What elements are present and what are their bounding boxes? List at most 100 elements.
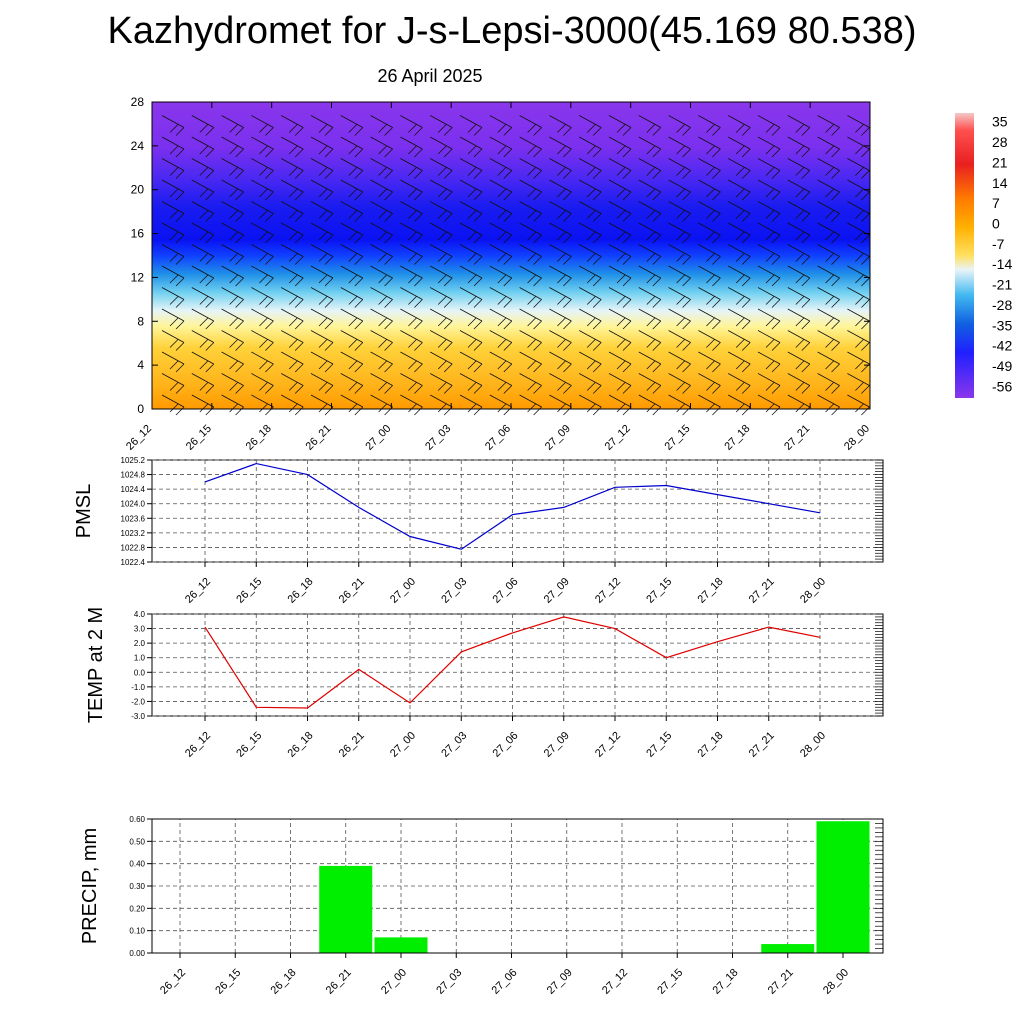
wind-barb — [191, 265, 215, 287]
wind-barb — [519, 308, 542, 330]
wind-barb — [638, 222, 662, 244]
wind-barb — [370, 373, 393, 394]
wind-barb — [608, 351, 632, 373]
wind-barb — [638, 287, 662, 308]
x-tick-label: 26_18 — [286, 576, 316, 606]
x-tick-label: 26_15 — [213, 967, 243, 997]
wind-barb — [340, 394, 364, 416]
wind-barb — [519, 244, 542, 265]
wind-barb — [430, 222, 453, 244]
x-tick-label: 26_15 — [234, 730, 264, 760]
wind-barb — [519, 330, 542, 351]
wind-barb — [757, 351, 781, 373]
x-tick-label: 27_12 — [593, 730, 623, 760]
wind-barb — [817, 201, 840, 222]
wind-barb — [847, 222, 870, 244]
wind-barb — [638, 308, 662, 330]
wind-barb — [191, 330, 215, 351]
pmsl-axis-label: PMSL — [73, 484, 95, 538]
wind-barb — [161, 265, 185, 287]
wind-barb — [489, 179, 513, 201]
wind-barb — [638, 158, 662, 179]
wind-barb — [221, 330, 244, 351]
colorbar-label: -56 — [992, 378, 1012, 394]
wind-barb — [400, 308, 423, 330]
temperature-cross-section-panel: 0 4 8 12 16 20 24 28 26_12 26_15 26_18 26_21 27_00 2… — [124, 95, 872, 453]
wind-barb — [281, 394, 304, 416]
wind-barb — [430, 136, 453, 158]
colorbar-label: -42 — [992, 338, 1012, 354]
wind-barb — [459, 351, 483, 373]
wind-barb — [579, 244, 602, 265]
wind-barb — [459, 287, 483, 308]
wind-barb — [579, 222, 602, 244]
wind-barb — [549, 308, 572, 330]
y-tick-label: 2.0 — [134, 639, 146, 648]
wind-barb — [400, 330, 423, 351]
wind-barb — [698, 287, 721, 308]
wind-barb — [519, 351, 542, 373]
y-tick-label: 20 — [131, 183, 145, 197]
y-tick-label: -3.0 — [131, 712, 145, 721]
wind-barb — [787, 287, 811, 308]
wind-barb — [281, 222, 304, 244]
wind-barb — [847, 201, 870, 222]
wind-barb — [489, 244, 513, 265]
wind-barb — [310, 244, 334, 265]
pmsl-panel: 1022.4 1022.8 1023.2 1023.6 1024.0 1024.4 1024… — [73, 456, 884, 606]
temp-axis-label: TEMP at 2 M — [85, 607, 107, 723]
wind-barb — [668, 201, 691, 222]
wind-barb — [281, 330, 304, 351]
y-tick-label: -1.0 — [131, 683, 145, 692]
x-tick-label: 28_00 — [798, 576, 828, 606]
wind-barb — [787, 351, 811, 373]
wind-barb — [579, 394, 602, 416]
wind-barb — [638, 373, 662, 394]
wind-barb — [221, 222, 244, 244]
y-tick-label: 0.50 — [129, 837, 145, 846]
x-tick-label: 27_06 — [483, 423, 513, 453]
x-tick-label: 27_18 — [696, 730, 726, 760]
x-tick-label: 27_21 — [766, 967, 796, 997]
y-tick-label: 0 — [137, 402, 144, 416]
wind-barb — [519, 201, 542, 222]
x-tick-label: 27_21 — [747, 730, 777, 760]
wind-barb — [281, 265, 304, 287]
wind-barb — [430, 351, 453, 373]
wind-barb — [787, 373, 811, 394]
wind-barb — [161, 158, 185, 179]
wind-barb — [668, 287, 691, 308]
wind-barb — [400, 373, 423, 394]
wind-barb — [221, 179, 244, 201]
wind-barb — [251, 115, 274, 136]
wind-barb — [251, 308, 274, 330]
wind-barb — [698, 351, 721, 373]
wind-barb — [579, 179, 602, 201]
wind-barb — [340, 222, 364, 244]
wind-barb — [161, 394, 185, 416]
wind-barb — [221, 287, 244, 308]
wind-barb — [370, 330, 393, 351]
wind-barb — [608, 308, 632, 330]
wind-barb — [579, 136, 602, 158]
temp-frame — [151, 613, 884, 717]
wind-barb — [579, 308, 602, 330]
colorbar-label: -49 — [992, 358, 1012, 374]
wind-barb — [310, 351, 334, 373]
wind-barb — [668, 351, 691, 373]
wind-barb — [370, 287, 393, 308]
wind-barb — [400, 244, 423, 265]
wind-barb — [847, 244, 870, 265]
wind-barb — [698, 330, 721, 351]
colorbar-label: 14 — [992, 175, 1008, 191]
wind-barb — [579, 115, 602, 136]
wind-barb — [638, 244, 662, 265]
wind-barb — [489, 201, 513, 222]
wind-barb — [698, 136, 721, 158]
x-tick-label: 27_15 — [644, 730, 674, 760]
wind-barb — [400, 136, 423, 158]
wind-barb — [787, 308, 811, 330]
x-tick-label: 26_18 — [286, 730, 316, 760]
wind-barb — [549, 351, 572, 373]
wind-barb — [221, 201, 244, 222]
